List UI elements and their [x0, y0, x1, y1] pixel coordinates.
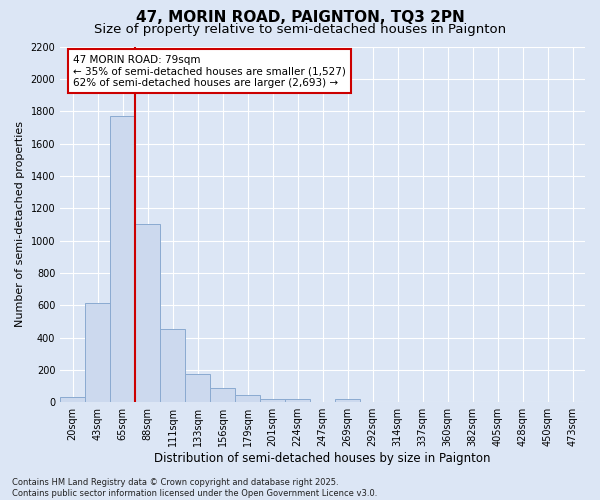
Bar	[60, 398, 85, 402]
Bar	[285, 399, 310, 402]
Bar	[160, 330, 185, 402]
X-axis label: Distribution of semi-detached houses by size in Paignton: Distribution of semi-detached houses by …	[154, 452, 491, 465]
Text: Size of property relative to semi-detached houses in Paignton: Size of property relative to semi-detach…	[94, 22, 506, 36]
Text: 47 MORIN ROAD: 79sqm
← 35% of semi-detached houses are smaller (1,527)
62% of se: 47 MORIN ROAD: 79sqm ← 35% of semi-detac…	[73, 54, 346, 88]
Bar	[185, 374, 210, 402]
Y-axis label: Number of semi-detached properties: Number of semi-detached properties	[15, 122, 25, 328]
Bar	[210, 388, 235, 402]
Bar	[260, 399, 285, 402]
Bar	[135, 224, 160, 402]
Text: 47, MORIN ROAD, PAIGNTON, TQ3 2PN: 47, MORIN ROAD, PAIGNTON, TQ3 2PN	[136, 10, 464, 25]
Bar	[110, 116, 135, 402]
Bar	[235, 395, 260, 402]
Bar	[85, 303, 110, 402]
Bar	[335, 399, 360, 402]
Text: Contains HM Land Registry data © Crown copyright and database right 2025.
Contai: Contains HM Land Registry data © Crown c…	[12, 478, 377, 498]
